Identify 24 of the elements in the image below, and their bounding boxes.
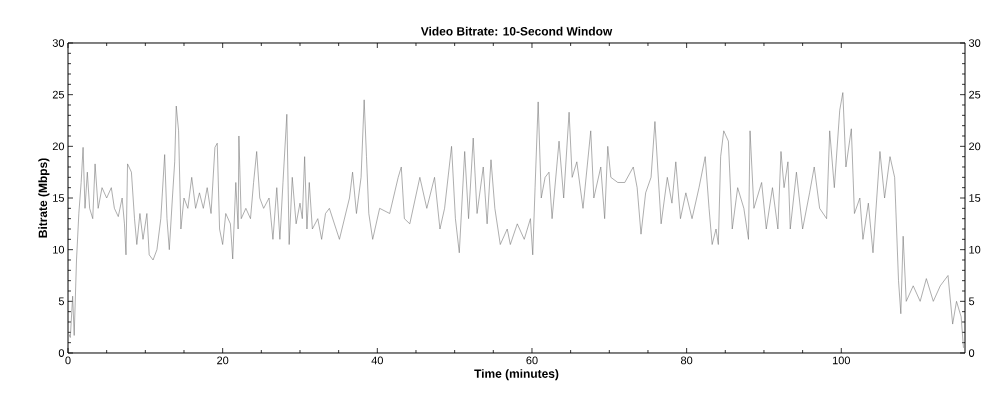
y-tick-label: 20: [52, 142, 65, 151]
y2-tick-label: 5: [968, 297, 975, 306]
y-tick-label: 10: [53, 245, 65, 254]
y2-tick-label: 25: [969, 90, 981, 99]
x-tick-label: 60: [526, 356, 538, 365]
y-tick-label: 5: [58, 297, 65, 306]
x-tick-label: 20: [217, 356, 229, 365]
y-tick-label: 15: [53, 194, 65, 202]
y2-tick-label: 10: [969, 245, 981, 254]
x-axis-title: Time (minutes): [474, 369, 559, 381]
x-tick-label: 100: [832, 356, 850, 365]
x-tick-label: 80: [681, 356, 693, 365]
y2-tick-label: 0: [968, 349, 975, 357]
y2-tick-label: 30: [968, 39, 981, 47]
y-axis-title: Bitrate (Mbps): [38, 158, 50, 238]
y-tick-label: 30: [52, 39, 65, 47]
y-tick-label: 0: [58, 349, 65, 357]
y2-tick-label: 15: [969, 194, 981, 202]
x-tick-label: 0: [65, 356, 71, 365]
line-series: [68, 92, 964, 349]
y2-tick-label: 20: [969, 142, 981, 151]
chart-title: Video Bitrate: 10-Second Window: [420, 26, 613, 36]
y-tick-label: 25: [52, 90, 65, 99]
x-tick-label: 40: [371, 356, 383, 365]
